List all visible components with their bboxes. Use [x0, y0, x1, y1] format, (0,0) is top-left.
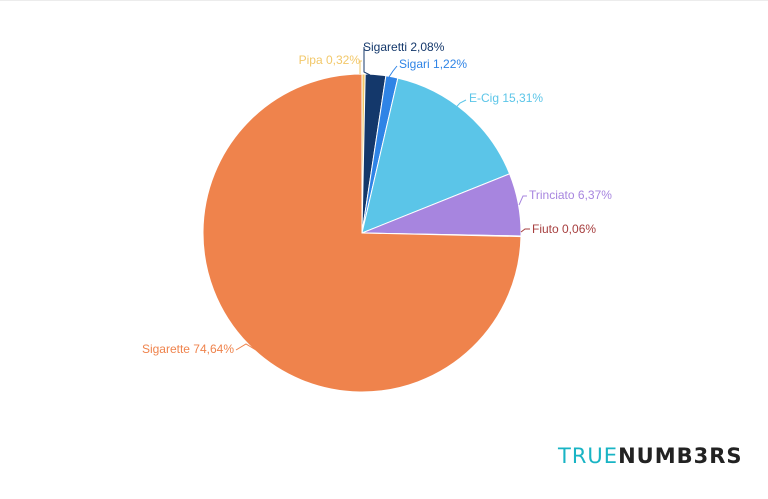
- pie-slice-e-cig: [361, 77, 511, 234]
- data-label-pipa: Pipa 0,32%: [299, 53, 361, 67]
- pie-slice-sigarette: [202, 73, 522, 393]
- brand-logo-part1: TRUE: [558, 444, 619, 468]
- leader-line-trinciato: [518, 195, 527, 206]
- data-label-fiuto: Fiuto 0,06%: [532, 222, 596, 236]
- data-label-sigari: Sigari 1,22%: [399, 57, 467, 71]
- data-label-e-cig: E-Cig 15,31%: [469, 91, 543, 105]
- data-label-trinciato: Trinciato 6,37%: [529, 188, 612, 202]
- brand-logo-part2: NUMB3RS: [618, 444, 743, 468]
- data-label-sigaretti: Sigaretti 2,08%: [363, 40, 445, 54]
- leader-line-pipa: [359, 60, 362, 74]
- leader-line-sigaretti: [363, 47, 371, 76]
- leader-line-sigarette: [235, 343, 257, 351]
- brand-logo: TRUENUMB3RS: [558, 444, 743, 468]
- leader-line-sigari: [388, 65, 398, 78]
- leader-line-fiuto: [520, 228, 530, 233]
- top-divider: [0, 0, 768, 1]
- leader-line-e-cig: [449, 99, 467, 115]
- data-label-sigarette: Sigarette 74,64%: [142, 342, 234, 356]
